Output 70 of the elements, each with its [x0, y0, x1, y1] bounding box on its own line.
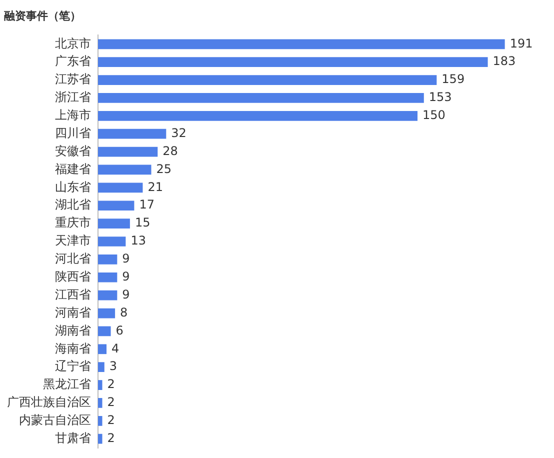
data-label: 153 — [428, 90, 452, 104]
bar — [98, 57, 488, 68]
y-tick-label: 北京市 — [55, 36, 91, 50]
data-label: 21 — [148, 180, 164, 194]
y-tick-label: 黑龙江省 — [43, 377, 91, 392]
bar — [98, 218, 130, 228]
y-tick-label: 海南省 — [55, 341, 91, 356]
bar — [98, 164, 152, 175]
bar — [98, 128, 166, 139]
chart-title: 融资事件（笔） — [4, 9, 81, 22]
data-label: 2 — [107, 413, 115, 428]
data-label: 2 — [107, 377, 115, 392]
y-tick-label: 福建省 — [55, 162, 91, 176]
y-tick-label: 辽宁省 — [55, 359, 91, 374]
bar — [98, 200, 134, 211]
y-tick-label: 内蒙古自治区 — [19, 413, 91, 428]
data-label: 25 — [156, 162, 172, 176]
y-tick-label: 甘肃省 — [55, 430, 91, 445]
data-label: 6 — [116, 323, 124, 338]
data-label: 191 — [510, 36, 533, 50]
bar — [98, 398, 102, 408]
y-tick-label: 湖北省 — [55, 198, 91, 212]
data-label: 32 — [171, 126, 186, 140]
data-label: 159 — [442, 72, 465, 86]
bar — [98, 93, 424, 103]
y-tick-label: 广西壮族自治区 — [7, 395, 91, 410]
data-label: 9 — [122, 287, 130, 302]
bar — [98, 434, 102, 444]
y-tick-label: 安徽省 — [55, 144, 91, 158]
bar — [98, 182, 143, 193]
y-tick-label: 江苏省 — [55, 72, 91, 86]
bar — [98, 308, 116, 318]
y-tick-label: 江西省 — [55, 287, 91, 302]
y-tick-label: 广东省 — [55, 54, 91, 68]
data-label: 9 — [122, 252, 130, 266]
y-tick-label: 重庆市 — [55, 216, 91, 230]
y-tick-label: 河北省 — [55, 252, 91, 266]
bar — [98, 236, 126, 246]
bar — [98, 344, 107, 354]
y-tick-label: 陕西省 — [55, 270, 91, 284]
y-tick-label: 山东省 — [55, 180, 91, 194]
bar — [98, 416, 102, 426]
bar — [98, 380, 102, 390]
bar — [98, 146, 158, 157]
data-label: 13 — [130, 234, 146, 248]
y-tick-label: 浙江省 — [55, 90, 91, 104]
bar — [98, 362, 104, 372]
y-tick-label: 湖南省 — [55, 323, 91, 338]
data-label: 17 — [139, 198, 154, 212]
data-label: 15 — [134, 216, 150, 230]
data-label: 183 — [492, 54, 516, 68]
bar — [98, 110, 418, 121]
bar — [98, 75, 437, 85]
bar — [98, 290, 118, 300]
data-label: 9 — [122, 270, 130, 284]
data-label: 4 — [112, 341, 120, 356]
bar — [98, 272, 118, 282]
data-label: 150 — [422, 108, 446, 122]
y-tick-label: 河南省 — [55, 305, 91, 320]
data-label: 2 — [107, 395, 115, 410]
bar — [98, 39, 505, 50]
y-tick-label: 天津市 — [55, 234, 91, 248]
data-label: 3 — [109, 359, 118, 374]
data-label: 28 — [162, 144, 178, 158]
bar — [98, 254, 118, 264]
data-label: 2 — [107, 430, 115, 445]
bar — [98, 326, 111, 336]
y-tick-label: 四川省 — [55, 126, 91, 140]
y-tick-label: 上海市 — [55, 108, 91, 122]
data-label: 8 — [120, 305, 128, 320]
